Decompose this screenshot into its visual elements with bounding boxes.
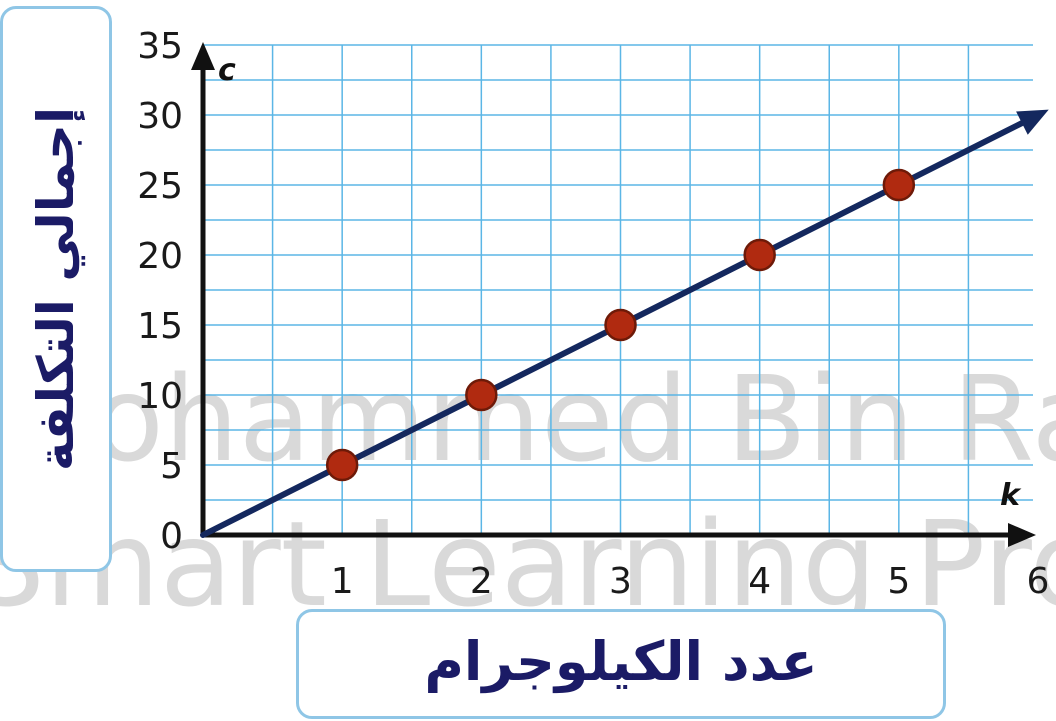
y-tick-label: 5 <box>160 446 183 487</box>
data-point <box>465 378 498 412</box>
y-tick-label: 20 <box>137 236 183 277</box>
axes: kc <box>191 42 1036 547</box>
x-tick-label: 2 <box>470 561 493 602</box>
proportional-line-arrowhead <box>1016 109 1049 135</box>
y-tick-label: 30 <box>137 96 183 137</box>
y-axis-label: إجمالي التكلفة <box>27 106 85 472</box>
x-tick-label: 6 <box>1027 561 1050 602</box>
data-point <box>604 308 637 342</box>
x-tick-label: 3 <box>609 561 632 602</box>
x-axis-arrowhead <box>1008 523 1036 547</box>
y-tick-label: 25 <box>137 166 183 207</box>
y-tick-label: 0 <box>160 516 183 557</box>
x-axis-variable: k <box>1000 478 1022 513</box>
x-tick-label: 4 <box>748 561 771 602</box>
tick-labels: 1 2 3 4 5 6 0 5 10 15 20 25 30 35 <box>137 26 1049 602</box>
y-axis-arrowhead <box>191 42 215 70</box>
x-axis-label-box: عدد الكيلوجرام <box>296 609 946 719</box>
x-tick-label: 1 <box>331 561 354 602</box>
x-tick-label: 5 <box>887 561 910 602</box>
y-axis-variable: c <box>218 53 236 88</box>
data-point <box>882 168 916 202</box>
y-tick-label: 35 <box>137 26 183 67</box>
data-point <box>325 448 359 482</box>
y-tick-label: 10 <box>137 376 183 417</box>
data-points <box>325 168 916 482</box>
y-tick-label: 15 <box>137 306 183 347</box>
data-point <box>743 238 776 272</box>
y-axis-label-box: إجمالي التكلفة <box>0 6 112 572</box>
x-axis-label: عدد الكيلوجرام <box>424 630 818 693</box>
